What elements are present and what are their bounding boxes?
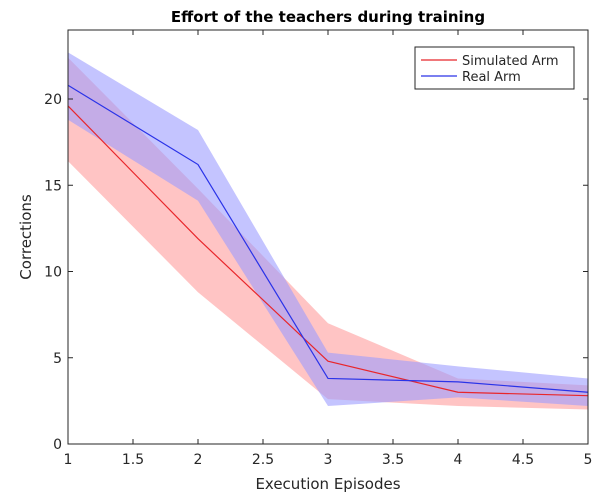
y-axis-label: Corrections [17, 194, 35, 280]
confidence-bands [68, 52, 588, 410]
y-tick-label: 0 [53, 437, 62, 453]
x-tick-label: 4 [454, 452, 463, 468]
x-axis: 1 1.5 2 2.5 3 3.5 4 4.5 5 [64, 30, 593, 468]
band-real-arm [68, 52, 588, 407]
y-tick-label: 20 [44, 92, 62, 108]
line-real-arm [67, 84, 589, 393]
chart-title: Effort of the teachers during training [171, 8, 485, 26]
y-tick-label: 5 [53, 351, 62, 367]
y-axis: 0 5 10 15 20 [44, 92, 588, 453]
line-simulated-arm [67, 105, 589, 397]
x-tick-label: 3 [324, 452, 333, 468]
x-tick-label: 1 [64, 452, 73, 468]
series-lines [67, 84, 589, 397]
x-tick-label: 1.5 [122, 452, 144, 468]
x-axis-label: Execution Episodes [255, 475, 400, 493]
legend-box [414, 46, 575, 90]
legend: Simulated Arm Real Arm [414, 46, 575, 90]
band-simulated-arm [68, 57, 588, 410]
y-tick-label: 10 [44, 265, 62, 281]
x-tick-label: 2 [194, 452, 203, 468]
legend-label-simulated-arm: Simulated Arm [462, 54, 559, 69]
x-tick-label: 4.5 [512, 452, 534, 468]
x-tick-label: 2.5 [252, 452, 274, 468]
x-tick-label: 3.5 [382, 452, 404, 468]
x-tick-label: 5 [584, 452, 593, 468]
y-tick-label: 15 [44, 178, 62, 194]
legend-label-real-arm: Real Arm [462, 70, 521, 85]
